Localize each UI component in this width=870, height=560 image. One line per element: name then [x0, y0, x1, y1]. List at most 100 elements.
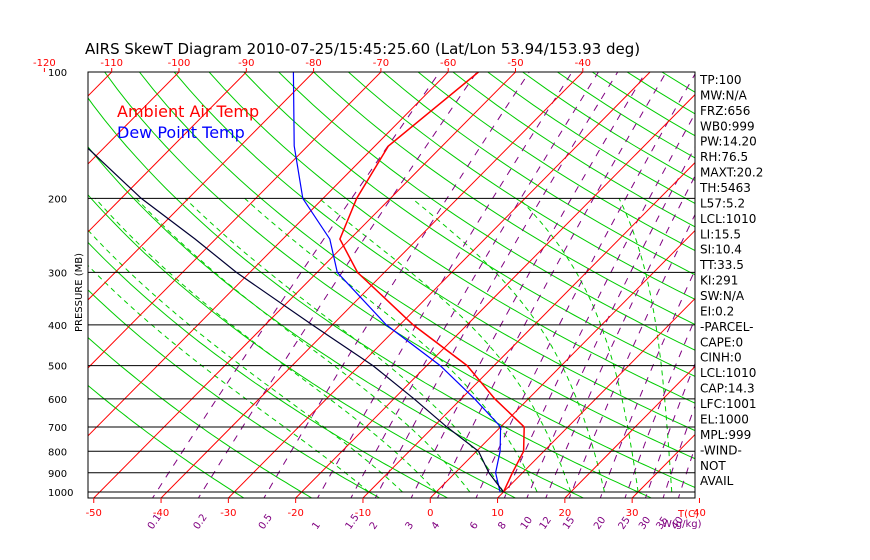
index-item: PW:14.20 — [700, 135, 757, 149]
mixing-ratio-tick-label: 12 — [538, 515, 554, 532]
pressure-tick-label: 100 — [48, 68, 67, 79]
mixing-ratio-tick-label: 10 — [519, 515, 535, 532]
pressure-tick-label: 1000 — [48, 488, 73, 499]
dry-adiabat — [88, 97, 653, 498]
dry-adiabat — [313, 72, 695, 326]
isotherm — [429, 229, 695, 498]
index-item: CAP:14.3 — [700, 382, 755, 396]
isotherm — [160, 72, 584, 498]
isotherm — [564, 365, 695, 498]
moist-adiabat — [135, 198, 471, 493]
isotherm — [227, 72, 651, 498]
mixing-ratio-tick-label: 8 — [496, 520, 509, 532]
mixing-ratio-tick-label: 3 — [404, 520, 417, 532]
index-item: TT:33.5 — [699, 258, 744, 272]
index-item: EI:0.2 — [700, 304, 734, 318]
mixing-ratio-tick-label: 0.5 — [257, 512, 275, 531]
index-item: SW:N/A — [700, 289, 745, 303]
mixing-ratio-line — [644, 362, 695, 498]
plot-series — [88, 72, 525, 493]
isotherm — [88, 72, 382, 369]
index-item: EL:1000 — [700, 412, 749, 426]
dry-adiabat — [522, 72, 695, 182]
mixing-ratio-line — [317, 72, 573, 498]
mixing-ratio-line — [568, 213, 695, 498]
bottom-temp-tick-label: 40 — [693, 508, 706, 519]
top-temp-tick-label: -60 — [440, 58, 456, 69]
bottom-temp-tick-label: 10 — [491, 508, 504, 519]
top-temp-tick-label: -100 — [168, 58, 191, 69]
top-temp-tick-label: -40 — [575, 58, 591, 69]
index-item: LCL:1010 — [700, 212, 756, 226]
isotherm — [88, 72, 180, 165]
isotherm — [764, 53, 870, 501]
isotherm — [88, 72, 449, 437]
index-item: AVAIL — [700, 474, 734, 488]
top-temp-tick-label: -50 — [507, 58, 523, 69]
top-temp-tick-label: -90 — [238, 58, 254, 69]
isotherm — [496, 297, 695, 498]
mixing-ratio-line — [624, 317, 695, 498]
bottom-temp-tick-label: 20 — [558, 508, 571, 519]
index-item: CINH:0 — [700, 351, 742, 365]
mixing-ratio-tick-label: 2 — [368, 520, 381, 532]
index-item: LI:15.5 — [700, 227, 741, 241]
pressure-tick-label: 700 — [48, 423, 67, 434]
dewpoint-line — [292, 72, 502, 493]
bottom-temp-tick-label: 0 — [427, 508, 433, 519]
mixing-ratio-line — [599, 269, 695, 498]
mixing-ratio-line — [410, 72, 647, 498]
dry-adiabat — [88, 146, 585, 498]
mixing-ratio-line — [436, 72, 667, 498]
mixing-ratio-line — [677, 445, 695, 498]
index-item: NOT — [700, 459, 726, 473]
mixing-ratio-tick-label: 4 — [430, 520, 443, 532]
top-temp-tick-label: -70 — [373, 58, 389, 69]
dry-adiabat — [348, 72, 695, 300]
index-item: MW:N/A — [700, 88, 748, 102]
index-item: -PARCEL- — [700, 320, 754, 334]
dry-adiabat — [382, 72, 695, 276]
isotherm — [88, 72, 315, 301]
index-item: WB0:999 — [700, 119, 755, 133]
mixing-ratio-tick-label: 0.2 — [192, 512, 210, 531]
mixing-ratio-line — [662, 404, 695, 498]
bottom-temp-tick-label: 30 — [626, 508, 639, 519]
parcel-line — [88, 147, 504, 493]
isotherm — [88, 72, 248, 233]
mixing-ratio-tick-label: 6 — [468, 520, 481, 532]
dry-adiabat — [243, 72, 695, 377]
index-item: KI:291 — [700, 274, 738, 288]
y-axis-label: PRESSURE (MB) — [74, 253, 85, 332]
plot-frame — [87, 71, 696, 499]
index-item: MPL:999 — [700, 428, 751, 442]
dry-adiabat — [417, 72, 695, 252]
mixing-ratio-line — [350, 72, 599, 498]
pressure-tick-label: 600 — [48, 395, 67, 406]
top-temp-tick-label: -110 — [100, 58, 123, 69]
legend-ambient: Ambient Air Temp — [117, 102, 259, 121]
top-temp-tick-label: -80 — [305, 58, 321, 69]
bottom-temp-tick-label: -50 — [86, 508, 102, 519]
isotherm — [294, 93, 695, 498]
dry-adiabat — [173, 72, 695, 432]
index-item: CAPE:0 — [700, 335, 743, 349]
mixing-ratio-tick-label: 30 — [637, 515, 653, 532]
temp-unit-label: T(C) — [677, 509, 699, 520]
mixing-ratio-tick-label: 20 — [592, 515, 608, 532]
index-item: RH:76.5 — [700, 150, 748, 164]
index-item: LFC:1001 — [700, 397, 757, 411]
index-item: MAXT:20.2 — [700, 166, 763, 180]
dry-adiabat — [88, 194, 517, 498]
moist-adiabat — [184, 198, 504, 493]
isotherm — [362, 161, 695, 498]
dry-adiabat — [208, 72, 695, 404]
pressure-tick-label: 500 — [48, 362, 67, 373]
pressure-tick-label: 200 — [48, 194, 67, 205]
pressure-tick-label: 300 — [48, 268, 67, 279]
pressure-tick-label: 900 — [48, 469, 67, 480]
pressure-tick-label: 800 — [48, 447, 67, 458]
chart-title: AIRS SkewT Diagram 2010-07-25/15:45:25.6… — [85, 40, 640, 58]
